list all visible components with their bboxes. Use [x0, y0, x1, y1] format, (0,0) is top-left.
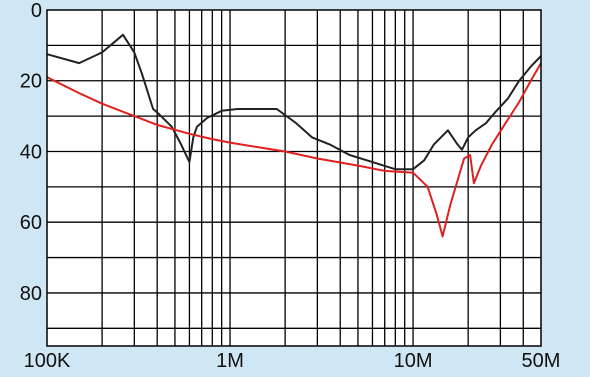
x-tick-labels: 100K 1M 10M 50M — [24, 350, 561, 372]
x-tick-label: 1M — [216, 350, 244, 372]
y-tick-label: 40 — [20, 141, 42, 163]
series-group — [46, 33, 542, 238]
y-tick-label: 60 — [20, 212, 42, 234]
y-tick-label: 80 — [20, 283, 42, 305]
y-tick-label: 0 — [31, 0, 42, 22]
y-tick-labels: 0 20 40 60 80 — [20, 0, 42, 305]
x-tick-label: 50M — [522, 350, 561, 372]
x-tick-label: 100K — [24, 350, 71, 372]
series-line-2 — [46, 62, 542, 238]
grid — [47, 10, 541, 346]
y-tick-label: 20 — [20, 71, 42, 93]
series-line-1 — [46, 33, 542, 171]
x-tick-label: 10M — [394, 350, 433, 372]
plot-area — [47, 10, 541, 346]
plot-frame — [46, 9, 542, 347]
